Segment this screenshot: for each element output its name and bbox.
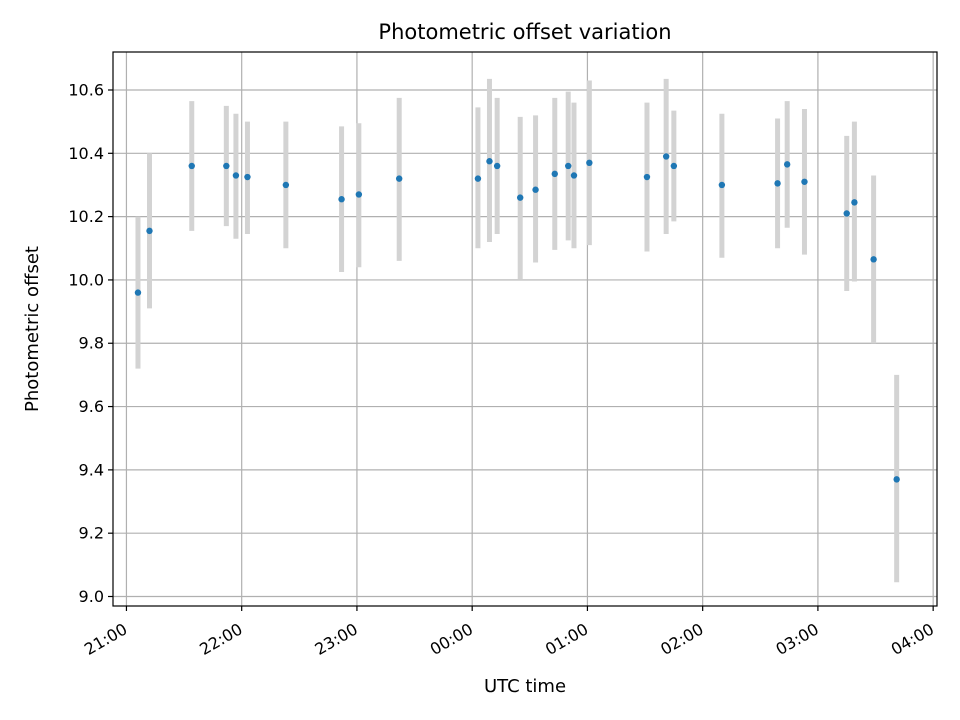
y-tick-label: 9.6 <box>79 397 104 416</box>
data-point <box>493 162 501 170</box>
data-point <box>565 162 572 170</box>
data-point <box>338 196 345 203</box>
data-point <box>474 175 482 182</box>
data-point <box>718 181 726 189</box>
data-point <box>355 191 363 198</box>
data-point <box>662 153 670 160</box>
data-point <box>486 158 493 165</box>
data-point <box>774 180 781 187</box>
data-point <box>282 181 290 189</box>
y-tick-label: 9.4 <box>79 460 104 479</box>
data-point <box>870 256 877 263</box>
x-axis-label: UTC time <box>484 676 566 697</box>
data-point <box>134 289 142 296</box>
y-tick-label: 10.6 <box>68 80 104 99</box>
data-point <box>244 173 251 181</box>
data-points <box>134 153 900 483</box>
data-point <box>532 186 539 193</box>
data-point <box>188 162 195 170</box>
y-tick-label: 10.4 <box>68 144 104 163</box>
data-point <box>851 199 858 206</box>
y-tick-label: 10.2 <box>68 207 104 226</box>
y-tick-label: 9.8 <box>79 334 104 353</box>
y-tick-label: 9.2 <box>79 524 104 543</box>
y-tick-label: 9.0 <box>79 587 104 606</box>
data-point <box>232 172 240 179</box>
data-point <box>843 210 850 217</box>
data-point <box>516 194 524 201</box>
data-point <box>783 161 791 168</box>
y-axis-label: Photometric offset <box>22 246 43 412</box>
data-point <box>643 173 651 181</box>
data-point <box>801 178 808 185</box>
plot-frame <box>112 51 938 607</box>
data-point <box>893 476 900 483</box>
data-point <box>570 172 578 179</box>
data-point <box>395 175 403 182</box>
data-point <box>670 162 678 170</box>
data-point <box>146 227 153 235</box>
chart-title: Photometric offset variation <box>378 20 671 44</box>
data-point <box>586 159 593 166</box>
data-point <box>223 162 230 170</box>
data-point <box>551 170 558 178</box>
y-tick-label: 10.0 <box>68 270 104 289</box>
